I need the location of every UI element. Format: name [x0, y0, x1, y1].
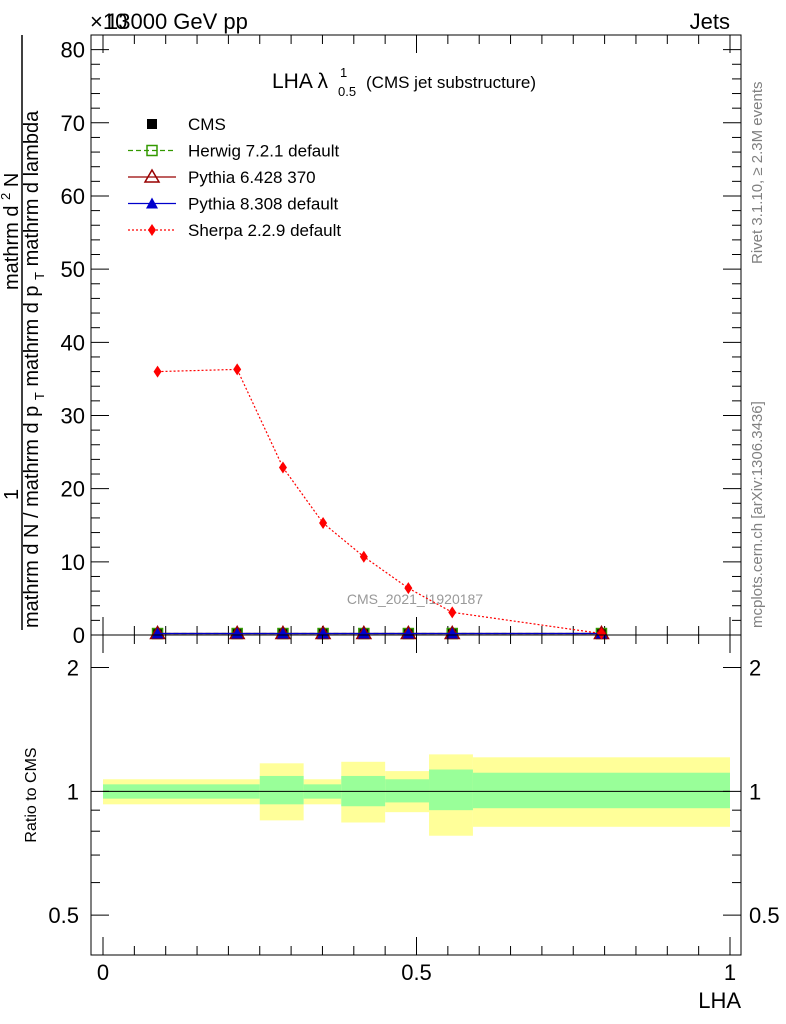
- ratio-y-tick-label: 0.5: [48, 903, 79, 928]
- y-tick-label: 30: [61, 403, 85, 428]
- legend-label: Pythia 8.308 default: [188, 195, 339, 214]
- legend-entry: Sherpa 2.2.9 default: [128, 221, 341, 240]
- legend-entry: Pythia 8.308 default: [128, 195, 339, 214]
- ratio-y-label: Ratio to CMS: [23, 747, 40, 842]
- legend-entry: Pythia 6.428 370: [128, 168, 316, 187]
- main-y-label: mathrm d N / mathrm d p T mathrm d p T m…: [21, 110, 49, 628]
- svg-text:mathrm d 2 N: mathrm d 2 N: [0, 173, 23, 290]
- title-sup: 1: [340, 65, 347, 80]
- svg-text:LHA λ: LHA λ: [272, 70, 329, 93]
- analysis-watermark: CMS_2021_I1920187: [347, 591, 483, 607]
- plot-title: LHA λ 1 0.5 (CMS jet substructure): [272, 65, 536, 99]
- main-y-label-top: mathrm d 2 N: [0, 173, 23, 290]
- ratio-y-tick-label: 2: [67, 656, 79, 681]
- legend-marker: [143, 168, 161, 183]
- ratio-inner-band: [472, 772, 730, 809]
- main-y-label-numerator: 1: [1, 489, 23, 500]
- legend: CMS Herwig 7.2.1 default Pythia 6.428 370 P…: [128, 115, 341, 240]
- ratio-y-ticks: 0.5 0.5 1 1 2 2: [48, 656, 780, 956]
- data-point: [231, 627, 244, 639]
- legend-label: Herwig 7.2.1 default: [188, 142, 339, 161]
- data-point: [402, 627, 415, 639]
- x-tick-label: 1: [724, 960, 736, 985]
- data-point: [404, 582, 413, 595]
- ratio-inner-band: [259, 775, 304, 805]
- series-line: [157, 368, 602, 635]
- data-point: [278, 461, 287, 474]
- series-layer: [149, 363, 610, 640]
- y-tick-label: 60: [61, 184, 85, 209]
- x-axis-label: LHA: [698, 988, 741, 1013]
- data-point: [597, 627, 606, 640]
- ratio-bands: [103, 754, 730, 836]
- svg-text:Rivet 3.1.10, ≥ 2.3M events: Rivet 3.1.10, ≥ 2.3M events: [749, 82, 766, 265]
- legend-entry: CMS: [147, 115, 226, 134]
- title-sub: 0.5: [338, 84, 356, 99]
- legend-marker: [147, 119, 157, 129]
- y-tick-label: 80: [61, 38, 85, 63]
- x-tick-label: 0.5: [401, 960, 432, 985]
- svg-text:1: 1: [1, 489, 23, 500]
- y-tick-label: 40: [61, 330, 85, 355]
- exponent-label: ×10: [90, 9, 127, 34]
- legend-label: CMS: [188, 115, 226, 134]
- svg-text:mathrm d N / mathrm d p: mathrm d N / mathrm d p T mathrm d p T m…: [21, 110, 49, 628]
- title-note: (CMS jet substructure): [366, 73, 536, 92]
- data-point: [276, 627, 289, 639]
- ratio-y-tick-label: 1: [67, 779, 79, 804]
- series-pythia-8-308-default: [151, 627, 608, 639]
- legend-marker: [146, 144, 158, 157]
- x-tick-label: 0: [97, 960, 109, 985]
- ratio-x-ticks: 0 0.5 1: [97, 635, 736, 985]
- ratio-inner-band: [385, 779, 430, 803]
- main-y-ticks: 0 10 20 30 40 50 60 70 80: [61, 38, 741, 648]
- data-point: [319, 517, 328, 530]
- legend-label: Pythia 6.428 370: [188, 168, 316, 187]
- data-point: [153, 365, 162, 378]
- energy-label: 13000 GeV pp: [106, 9, 248, 34]
- ratio-y-tick-label-right: 2: [749, 656, 761, 681]
- legend-marker: [148, 224, 156, 236]
- series-pythia-6-428-370: [149, 625, 610, 640]
- svg-text:Ratio to CMS: Ratio to CMS: [23, 747, 40, 842]
- rivet-side-text: Rivet 3.1.10, ≥ 2.3M events: [749, 82, 766, 265]
- data-point: [359, 550, 368, 563]
- main-x-ticks: [102, 35, 731, 635]
- series-sherpa-2-2-9-default: [153, 363, 606, 640]
- category-label: Jets: [690, 9, 730, 34]
- data-point: [151, 627, 164, 639]
- y-tick-label: 20: [61, 477, 85, 502]
- y-tick-label: 0: [73, 623, 85, 648]
- title-main: LHA λ: [272, 70, 329, 93]
- data-point: [317, 627, 330, 639]
- legend-marker: [146, 197, 158, 209]
- data-point: [357, 627, 370, 639]
- ratio-y-tick-label-right: 1: [749, 779, 761, 804]
- y-tick-label: 50: [61, 257, 85, 282]
- ratio-inner-band: [429, 769, 473, 811]
- svg-text:mcplots.cern.ch [arXiv:1306.34: mcplots.cern.ch [arXiv:1306.3436]: [749, 401, 766, 628]
- legend-label: Sherpa 2.2.9 default: [188, 221, 341, 240]
- mcplots-side-text: mcplots.cern.ch [arXiv:1306.3436]: [749, 401, 766, 628]
- data-point: [233, 363, 242, 376]
- data-point: [448, 606, 457, 619]
- data-point: [446, 627, 459, 639]
- ratio-y-tick-label-right: 0.5: [749, 903, 780, 928]
- y-tick-label: 70: [61, 111, 85, 136]
- legend-entry: Herwig 7.2.1 default: [128, 142, 339, 161]
- y-tick-label: 10: [61, 550, 85, 575]
